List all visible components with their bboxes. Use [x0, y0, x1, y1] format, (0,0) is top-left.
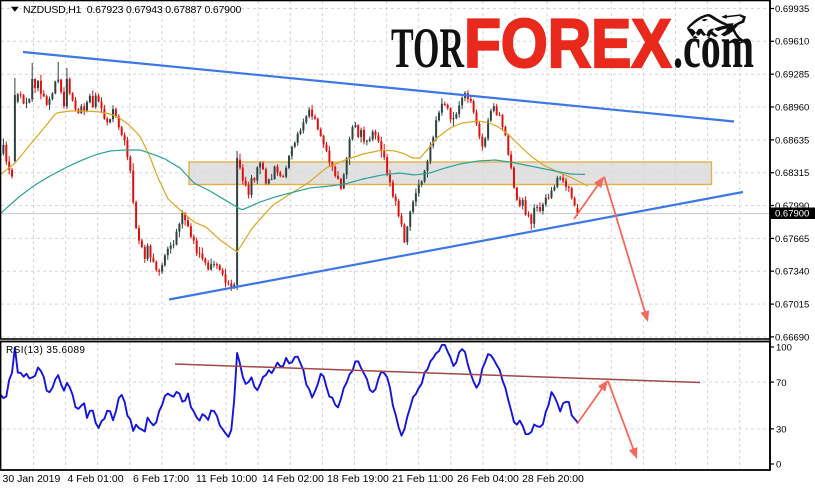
svg-text:11 Feb 10:00: 11 Feb 10:00 [196, 473, 257, 485]
svg-text:21 Feb 11:00: 21 Feb 11:00 [392, 473, 453, 485]
svg-text:0.69935: 0.69935 [775, 4, 809, 15]
svg-text:0.67340: 0.67340 [775, 267, 809, 278]
svg-text:0.68960: 0.68960 [775, 102, 809, 113]
svg-text:30 Jan 2019: 30 Jan 2019 [3, 473, 61, 485]
svg-text:28 Feb 20:00: 28 Feb 20:00 [522, 473, 584, 485]
svg-text:0.68635: 0.68635 [775, 135, 809, 146]
svg-text:18 Feb 19:00: 18 Feb 19:00 [327, 473, 389, 485]
svg-text:FOREX: FOREX [464, 4, 672, 82]
svg-text:0: 0 [776, 460, 781, 471]
svg-text:0.69285: 0.69285 [775, 70, 809, 81]
svg-text:0.66690: 0.66690 [775, 332, 809, 343]
svg-text:4 Feb 01:00: 4 Feb 01:00 [68, 473, 124, 485]
svg-text:0.67015: 0.67015 [775, 300, 809, 311]
svg-text:6 Feb 17:00: 6 Feb 17:00 [133, 473, 189, 485]
svg-text:0.68315: 0.68315 [775, 168, 809, 179]
svg-text:RSI(13) 35.6089: RSI(13) 35.6089 [6, 345, 85, 356]
svg-text:100: 100 [776, 343, 792, 354]
svg-text:14 Feb 02:00: 14 Feb 02:00 [262, 473, 324, 485]
svg-text:TOR: TOR [391, 17, 464, 80]
svg-text:0.67665: 0.67665 [775, 234, 809, 245]
svg-text:70: 70 [776, 378, 787, 389]
svg-text:NZDUSD,H1 0.67923 0.67943 0.6: NZDUSD,H1 0.67923 0.67943 0.67887 0.6790… [23, 4, 241, 16]
svg-text:0.67900: 0.67900 [775, 208, 809, 219]
svg-text:26 Feb 04:00: 26 Feb 04:00 [457, 473, 519, 485]
svg-text:0.69610: 0.69610 [775, 37, 809, 48]
svg-text:.com: .com [673, 14, 754, 80]
svg-text:30: 30 [776, 425, 787, 436]
